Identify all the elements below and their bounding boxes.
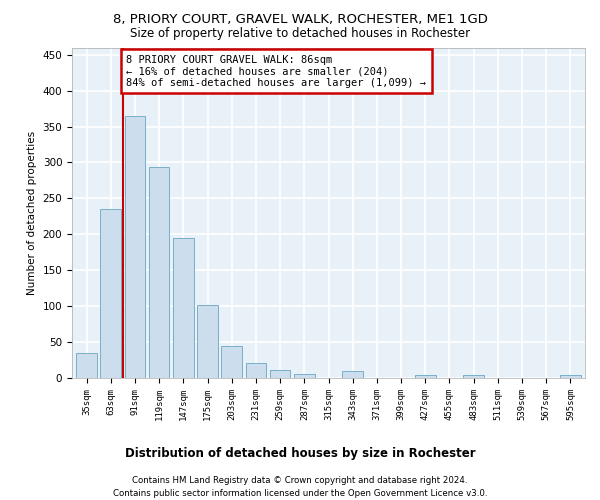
Bar (560, 375, 581, 378)
Bar (463, 375, 484, 378)
Bar (245, 363, 266, 378)
Bar (76, 353, 97, 378)
Bar (221, 346, 242, 378)
Y-axis label: Number of detached properties: Number of detached properties (27, 130, 37, 295)
Bar (149, 168, 169, 378)
Text: Contains public sector information licensed under the Open Government Licence v3: Contains public sector information licen… (113, 489, 487, 498)
Text: Contains HM Land Registry data © Crown copyright and database right 2024.: Contains HM Land Registry data © Crown c… (132, 476, 468, 485)
Bar (270, 370, 290, 378)
Text: 8 PRIORY COURT GRAVEL WALK: 86sqm
← 16% of detached houses are smaller (204)
84%: 8 PRIORY COURT GRAVEL WALK: 86sqm ← 16% … (127, 54, 427, 88)
Text: Distribution of detached houses by size in Rochester: Distribution of detached houses by size … (125, 448, 475, 460)
Bar (197, 306, 218, 378)
Bar (294, 374, 314, 378)
Bar (173, 238, 194, 378)
Bar (125, 116, 145, 378)
Text: 8, PRIORY COURT, GRAVEL WALK, ROCHESTER, ME1 1GD: 8, PRIORY COURT, GRAVEL WALK, ROCHESTER,… (113, 12, 487, 26)
Bar (415, 375, 436, 378)
Bar (100, 209, 121, 378)
Text: Size of property relative to detached houses in Rochester: Size of property relative to detached ho… (130, 28, 470, 40)
Bar (343, 371, 363, 378)
